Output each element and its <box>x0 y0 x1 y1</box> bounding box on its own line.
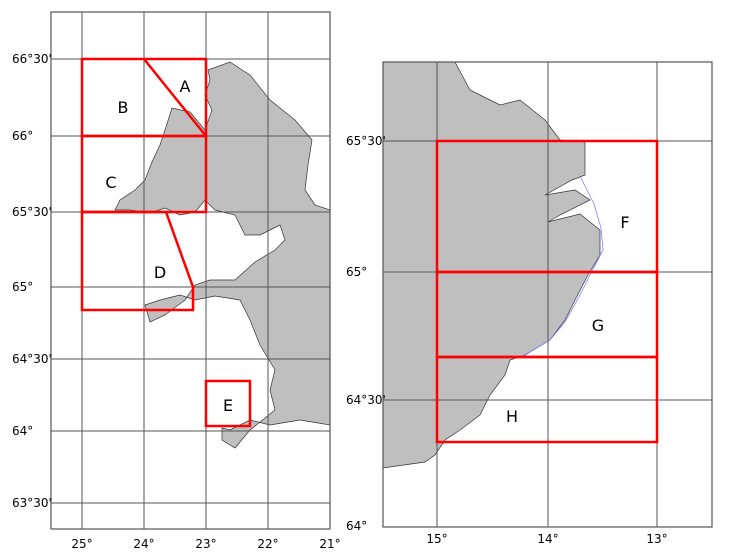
lat-label: 64° <box>346 519 367 533</box>
left-map: A B C D E 66°30' 66° 65°30' 65° 64°30' 6… <box>12 11 341 551</box>
lat-label: 64°30' <box>346 393 386 407</box>
left-region-boxes <box>80 57 252 428</box>
lon-label: 15° <box>426 532 447 546</box>
right-region-boxes <box>435 139 659 444</box>
lat-label: 65°30' <box>346 134 386 148</box>
region-divider-ab <box>143 58 207 137</box>
west-iceland-land <box>114 61 331 449</box>
baseline <box>517 175 604 359</box>
right-map: F G H 65°30' 65° 64°30' 64° 15° 14° 13° <box>346 61 713 546</box>
lon-label: 24° <box>133 537 154 551</box>
lat-label: 66° <box>12 129 33 143</box>
region-label-b: B <box>118 98 129 117</box>
region-label-e: E <box>223 396 233 415</box>
left-region-labels: A B C D E <box>105 77 233 415</box>
region-label-c: C <box>105 173 116 192</box>
left-lon-labels: 25° 24° 23° 22° 21° <box>71 537 340 551</box>
region-label-h: H <box>506 407 518 426</box>
lat-label: 65° <box>346 265 367 279</box>
right-region-labels: F G H <box>506 213 630 426</box>
region-box-d <box>80 210 195 312</box>
right-lon-labels: 15° 14° 13° <box>426 532 667 546</box>
lon-label: 21° <box>319 537 340 551</box>
region-label-d: D <box>154 263 166 282</box>
lat-label: 66°30' <box>12 52 52 66</box>
east-iceland-land <box>382 61 601 469</box>
lon-label: 25° <box>71 537 92 551</box>
region-box-h <box>435 355 659 444</box>
lon-label: 23° <box>195 537 216 551</box>
lat-label: 65° <box>12 280 33 294</box>
lon-label: 13° <box>646 532 667 546</box>
lat-label: 64° <box>12 424 33 438</box>
region-box-e <box>204 379 252 428</box>
lat-label: 65°30' <box>12 205 52 219</box>
lon-label: 22° <box>257 537 278 551</box>
lon-label: 14° <box>537 532 558 546</box>
region-label-f: F <box>620 213 629 232</box>
right-lat-labels: 65°30' 65° 64°30' 64° <box>346 134 386 533</box>
region-label-a: A <box>180 77 191 96</box>
left-lat-labels: 66°30' 66° 65°30' 65° 64°30' 64° 63°30' <box>12 52 52 510</box>
lat-label: 63°30' <box>12 496 52 510</box>
region-label-g: G <box>592 316 604 335</box>
lat-label: 64°30' <box>12 352 52 366</box>
